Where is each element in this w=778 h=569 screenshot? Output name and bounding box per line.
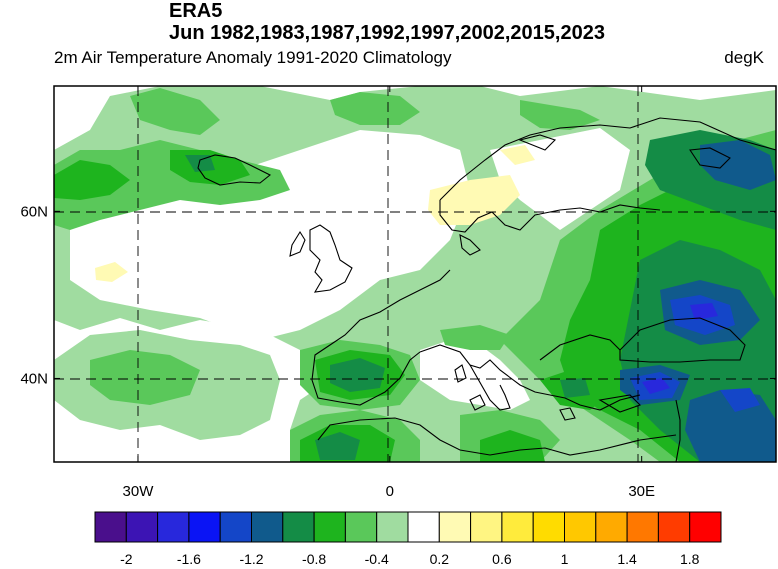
colorbar-label: 0.6 [492,551,512,567]
colorbar: -2 -1.6 -1.2 -0.8 -0.4 0.2 0.6 1 1.4 1.8 [94,511,722,567]
colorbar-swatch [282,511,315,543]
colorbar-swatch [564,511,597,543]
colorbar-label: 0.2 [430,551,450,567]
colorbar-swatch [125,511,159,543]
coastlines [197,117,776,462]
anomaly-region [54,160,130,200]
anomaly-region [500,145,535,165]
y-tick-label: 60N [20,203,48,220]
colorbar-swatch [251,511,284,543]
x-tick-label: 0 [386,483,394,500]
colorbar-label: -0.8 [302,551,326,567]
colorbar-label: -0.4 [365,551,389,567]
colorbar-swatch [626,511,659,543]
anomaly-region [690,303,718,320]
colorbar-label: 1 [561,551,569,567]
anomaly-region [315,432,360,460]
anomaly-region [95,262,128,282]
graticule [54,86,776,462]
colorbar-swatch [157,511,190,543]
anomaly-fields [54,86,776,462]
dataset-title: ERA5 [169,0,223,22]
colorbar-swatch [313,511,346,543]
anomaly-region [330,358,385,392]
anomaly-region [720,388,760,412]
anomaly-region [560,378,590,398]
colorbar-label: -1.2 [239,551,263,567]
colorbar-swatch [438,511,472,543]
axis-labels: 30W 0 30E 60N 40N [20,203,655,500]
colorbar-swatch [532,511,566,543]
colorbar-swatch [188,511,221,543]
y-tick-label: 40N [20,370,48,387]
colorbar-swatch [219,511,252,543]
anomaly-region [90,350,200,405]
colorbar-label: -1.6 [177,551,201,567]
anomaly-region [185,155,215,172]
anomaly-region [420,340,530,410]
colorbar-swatch [470,511,503,543]
years-title: Jun 1982,1983,1987,1992,1997,2002,2015,2… [169,22,605,44]
anomaly-region [130,88,220,135]
colorbar-swatch [344,511,378,543]
colorbar-label: 1.4 [617,551,637,567]
colorbar-swatch [407,511,440,543]
colorbar-swatch [657,511,691,543]
anomaly-region [440,325,510,350]
colorbar-swatch [94,511,127,543]
colorbar-swatch [376,511,409,543]
colorbar-label: 1.8 [680,551,700,567]
colorbar-label: -2 [120,551,133,567]
anomaly-region [330,92,420,125]
anomaly-region [642,378,670,394]
colorbar-swatch [689,511,722,543]
colorbar-swatch [501,511,534,543]
colorbar-swatch [595,511,628,543]
anomaly-region [685,390,776,462]
anomaly-region [428,175,520,225]
plot-frame [53,85,777,463]
x-tick-label: 30E [628,483,655,500]
x-tick-label: 30W [123,483,155,500]
variable-subtitle: 2m Air Temperature Anomaly 1991-2020 Cli… [54,48,452,67]
units-label: degK [724,48,764,67]
axis-ticks [54,86,776,462]
anomaly-region [520,100,600,130]
